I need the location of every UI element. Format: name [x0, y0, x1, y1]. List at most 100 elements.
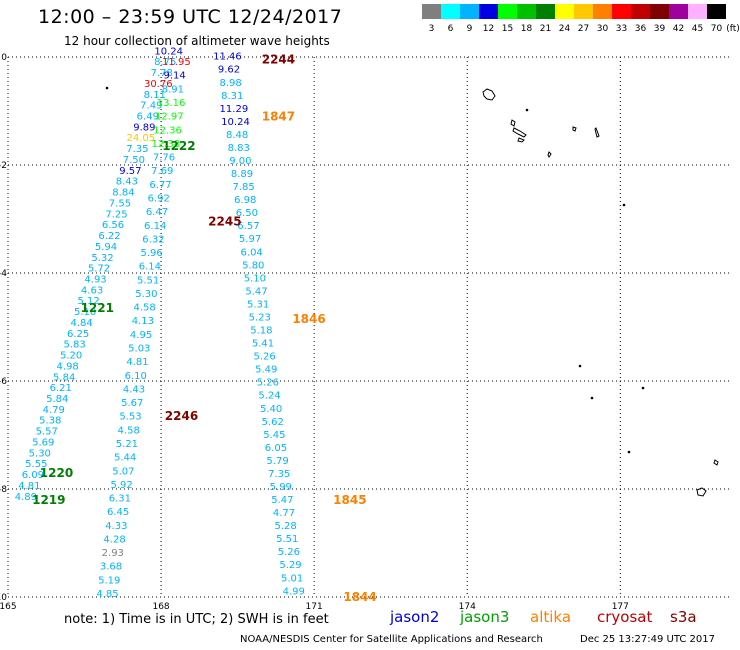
- pass-time-label: 1222: [162, 139, 195, 153]
- wave-height-label: 6.98: [234, 195, 256, 206]
- island-dot: [622, 203, 626, 207]
- wave-height-label: 2.93: [102, 548, 124, 559]
- wave-height-label: 4.79: [43, 405, 65, 416]
- wave-height-label: 6.49: [137, 111, 159, 122]
- island-outline: [713, 459, 719, 466]
- wave-height-label: 7.35: [126, 144, 148, 155]
- wave-height-label: 11.29: [220, 104, 249, 115]
- wave-height-label: 7.49: [140, 101, 162, 112]
- wave-height-label: 4.81: [126, 357, 148, 368]
- color-scale-box: [669, 4, 688, 19]
- wave-height-label: 6.77: [149, 180, 171, 191]
- lat-tick-label: -10: [0, 593, 7, 603]
- color-scale-label: 24: [558, 24, 571, 34]
- pass-time-label: 2246: [165, 409, 198, 423]
- pass-time-label: 1220: [40, 466, 73, 480]
- wave-height-label: 5.23: [249, 312, 271, 323]
- wave-height-label: 13.16: [157, 98, 186, 109]
- wave-height-label: 6.47: [146, 207, 168, 218]
- lon-tick-label: 165: [0, 602, 17, 612]
- wave-height-label: 7.78: [151, 68, 173, 79]
- color-scale-box: [612, 4, 631, 19]
- wave-height-label: 9.62: [218, 65, 240, 76]
- island-outline: [696, 487, 707, 497]
- color-scale-label: 21: [539, 24, 552, 34]
- color-scale-unit: (ft): [726, 24, 740, 34]
- island-outline: [594, 127, 600, 138]
- color-scale-label: 33: [615, 24, 628, 34]
- island-dot: [627, 450, 631, 454]
- wave-height-label: 5.84: [46, 394, 68, 405]
- wave-height-label: 4.99: [283, 586, 305, 597]
- wave-height-label: 4.77: [273, 508, 295, 519]
- lat-tick-label: -4: [0, 269, 7, 279]
- wave-height-label: 8.83: [228, 143, 250, 154]
- pass-time-label: 1846: [292, 312, 325, 326]
- island-outline: [572, 126, 577, 132]
- wave-height-label: 5.03: [128, 344, 150, 355]
- footer-note: note: 1) Time is in UTC; 2) SWH is in fe…: [64, 612, 329, 627]
- color-scale-label: 30: [596, 24, 609, 34]
- wave-height-label: 5.07: [112, 466, 134, 477]
- wave-height-label: 12.36: [153, 125, 182, 136]
- wave-height-label: 5.53: [119, 412, 141, 423]
- wave-height-label: 5.69: [32, 437, 54, 448]
- wave-height-label: 8.91: [162, 84, 184, 95]
- wave-height-label: 5.80: [242, 260, 264, 271]
- wave-height-label: 10.24: [154, 46, 183, 57]
- wave-height-label: 4.85: [96, 589, 118, 600]
- wave-height-label: 4.84: [70, 318, 92, 329]
- wave-height-label: 5.26: [257, 378, 279, 389]
- wave-height-label: 5.72: [88, 264, 110, 275]
- color-scale-box: [631, 4, 650, 19]
- wave-height-label: 5.40: [260, 404, 282, 415]
- wave-height-label: 11.95: [162, 57, 191, 68]
- wave-height-label: 12.38: [151, 139, 180, 150]
- wave-height-label: 5.38: [39, 416, 61, 427]
- wave-height-label: 5.21: [116, 439, 138, 450]
- wave-height-label: 5.26: [278, 547, 300, 558]
- wave-height-label: 8.43: [116, 177, 138, 188]
- color-scale-box: [536, 4, 555, 19]
- wave-height-label: 6.57: [237, 221, 259, 232]
- island-dot: [590, 396, 594, 400]
- color-scale-box: [441, 4, 460, 19]
- wave-height-label: 5.97: [239, 234, 261, 245]
- wave-height-label: 6.92: [148, 193, 170, 204]
- track-2245: 11.95 9.14 8.91 13.16 12.97 12.36 12.38 7.76 7.6…: [96, 57, 190, 600]
- wave-height-label: 8.31: [221, 91, 243, 102]
- wave-height-label: 7.69: [151, 166, 173, 177]
- lon-tick-label: 171: [306, 602, 323, 612]
- satellite-legend-item: s3a: [670, 608, 697, 626]
- wave-height-label: 5.92: [110, 480, 132, 491]
- pass-time-label: 2245: [208, 215, 241, 229]
- color-scale-box: [555, 4, 574, 19]
- wave-height-label: 5.41: [252, 339, 274, 350]
- wave-height-label: 5.30: [135, 289, 157, 300]
- island-dot: [641, 386, 645, 390]
- wave-height-label: 5.99: [270, 482, 292, 493]
- wave-height-label: 5.57: [36, 427, 58, 438]
- wave-height-label: 6.14: [144, 221, 166, 232]
- wave-height-label: 8.98: [220, 78, 242, 89]
- lat-tick-label: -6: [0, 377, 7, 387]
- color-scale-label: 6: [447, 24, 454, 34]
- wave-height-label: 8.48: [226, 130, 248, 141]
- pass-time-labels: 2244 1847 1222 2245 1221 1846 2246 1220 1219 1845…: [32, 53, 377, 604]
- color-scale-label: 15: [501, 24, 514, 34]
- wave-height-label: 6.14: [139, 262, 161, 273]
- island-dot: [525, 108, 529, 112]
- track-1846: 11.46 9.62 8.98 8.31 11.29 10.24 8.48 8.83 9.00 8…: [213, 52, 305, 598]
- wave-height-label: 5.94: [95, 242, 117, 253]
- island-outline: [510, 119, 516, 127]
- color-scale-label: 18: [520, 24, 533, 34]
- color-scale-label: 36: [634, 24, 647, 34]
- wave-height-label: 4.28: [103, 534, 125, 545]
- wave-height-label: 5.32: [91, 253, 113, 264]
- lat-tick-label: 0: [1, 53, 7, 63]
- wave-height-label: 5.45: [263, 430, 285, 441]
- wave-height-label: 5.20: [60, 351, 82, 362]
- color-scale-box: [688, 4, 707, 19]
- wave-height-label: 4.13: [132, 316, 154, 327]
